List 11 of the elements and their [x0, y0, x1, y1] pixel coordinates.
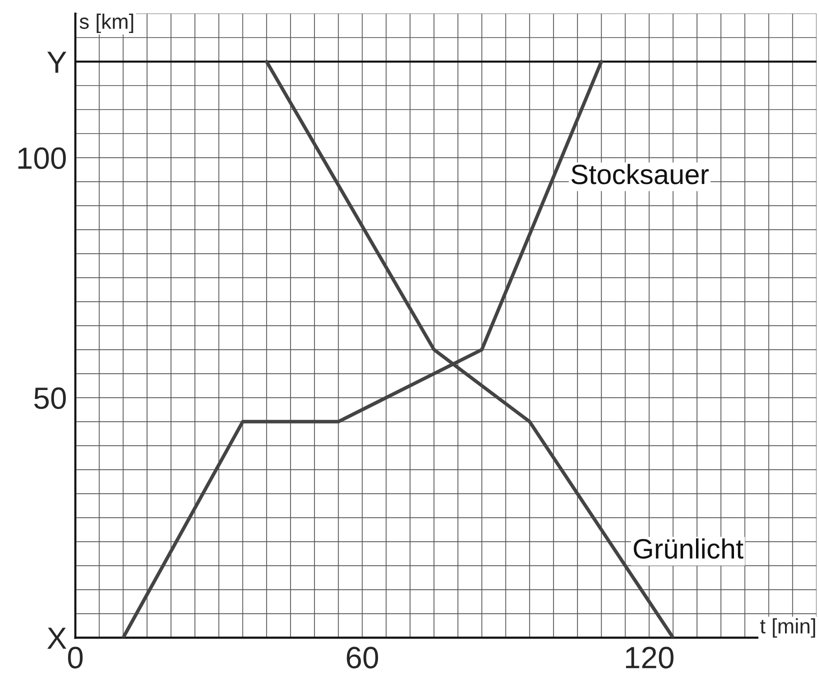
- series-label: Stocksauer: [571, 164, 709, 184]
- x-tick-label: 120: [626, 646, 674, 668]
- y-tick-label: 100: [18, 147, 66, 170]
- y-tick-label: Y: [47, 52, 66, 73]
- y-tick-label: 50: [34, 387, 66, 410]
- x-tick-label: 60: [346, 646, 378, 668]
- y-tick-label: X: [47, 628, 66, 649]
- x-tick-label: 0: [68, 646, 83, 668]
- x-axis-title: t [min]: [760, 618, 816, 638]
- y-axis-title: s [km]: [80, 14, 134, 34]
- series-label: Grünlicht: [634, 538, 744, 559]
